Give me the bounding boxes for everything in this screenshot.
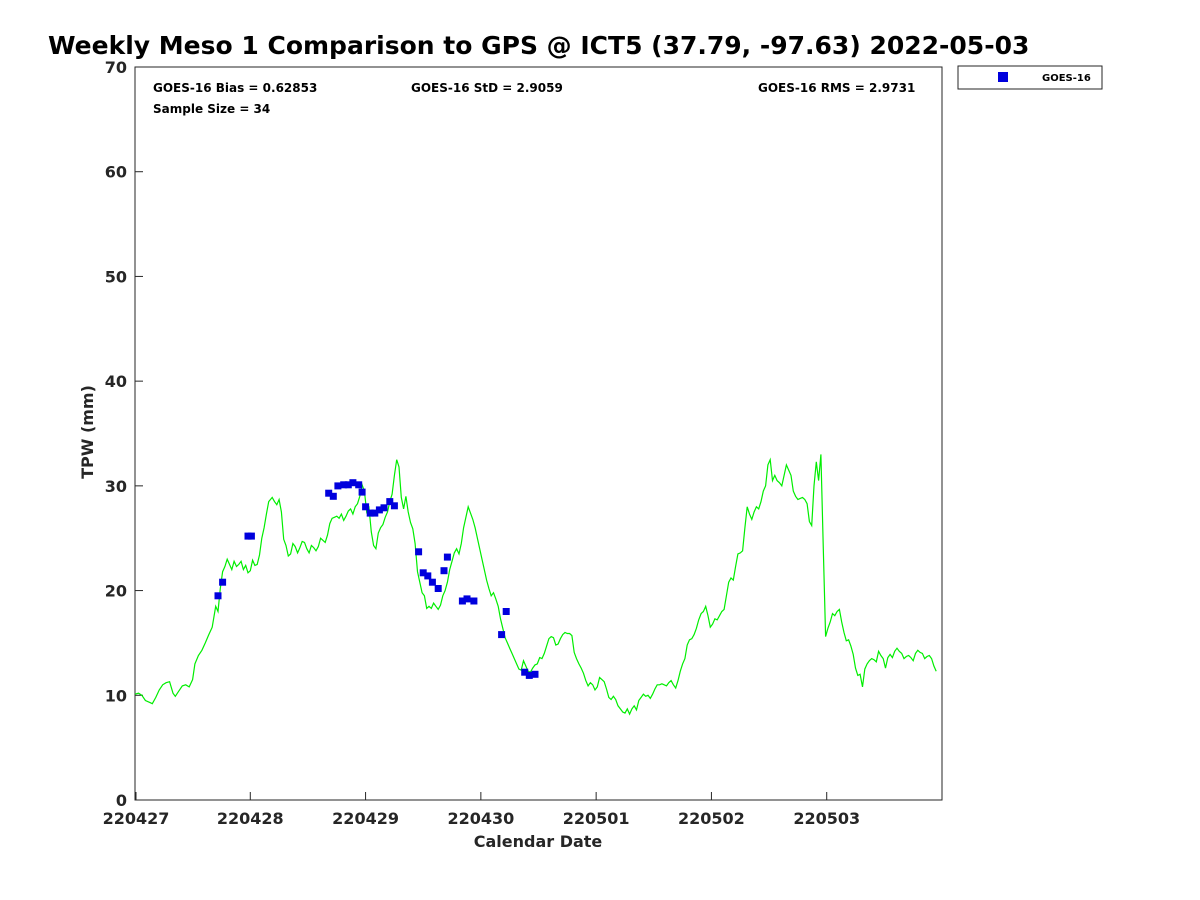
goes16-point bbox=[525, 671, 533, 679]
x-tick-label: 220428 bbox=[217, 809, 284, 828]
x-tick-label: 220427 bbox=[103, 809, 170, 828]
y-axis-label: TPW (mm) bbox=[78, 385, 97, 479]
goes16-point bbox=[498, 631, 506, 639]
goes16-point bbox=[214, 592, 222, 600]
goes16-point bbox=[443, 553, 451, 561]
x-tick-label: 220429 bbox=[332, 809, 399, 828]
goes16-point bbox=[502, 608, 510, 615]
y-tick-label: 50 bbox=[105, 267, 127, 286]
y-tick-label: 30 bbox=[105, 477, 127, 496]
goes16-point bbox=[247, 532, 255, 540]
x-tick-label: 220501 bbox=[563, 809, 630, 828]
goes16-point bbox=[358, 488, 366, 496]
bias-stat: GOES-16 Bias = 0.62853 bbox=[153, 81, 317, 95]
chart-title: Weekly Meso 1 Comparison to GPS @ ICT5 (… bbox=[48, 31, 1029, 60]
goes16-point bbox=[375, 506, 383, 514]
plot-area: 220427 220428 220429 220430 220501 220502 2205… bbox=[103, 58, 943, 828]
goes16-point bbox=[371, 509, 379, 517]
x-axis-label: Calendar Date bbox=[474, 832, 603, 851]
goes16-point bbox=[521, 668, 529, 676]
goes16-point bbox=[386, 498, 394, 506]
goes16-point bbox=[458, 597, 466, 605]
rms-stat: GOES-16 RMS = 2.9731 bbox=[758, 81, 915, 95]
x-tick-label: 220503 bbox=[793, 809, 860, 828]
y-tick-label: 20 bbox=[105, 582, 127, 601]
legend: GOES-16 bbox=[957, 65, 1103, 90]
goes16-point bbox=[219, 578, 227, 586]
legend-box bbox=[957, 65, 1103, 90]
goes16-point bbox=[325, 489, 333, 497]
goes16-point bbox=[463, 595, 471, 603]
goes16-point bbox=[470, 597, 478, 605]
goes16-point bbox=[390, 502, 398, 510]
goes16-scatter-series bbox=[214, 479, 539, 679]
y-tick-label: 0 bbox=[116, 791, 127, 810]
goes16-point bbox=[531, 670, 539, 678]
y-tick-label: 70 bbox=[105, 58, 127, 77]
std-stat: GOES-16 StD = 2.9059 bbox=[411, 81, 563, 95]
goes16-point bbox=[355, 481, 363, 489]
gps-tpw-line bbox=[134, 454, 937, 716]
gps-line-series bbox=[134, 454, 937, 716]
x-axis: 220427 220428 220429 220430 220501 220502 2205… bbox=[103, 792, 860, 828]
goes16-point bbox=[440, 567, 448, 575]
y-axis: 0 10 20 30 40 50 60 70 bbox=[105, 58, 143, 810]
goes16-point bbox=[424, 572, 432, 580]
y-tick-label: 60 bbox=[105, 163, 127, 182]
goes16-point bbox=[380, 504, 388, 512]
goes16-point bbox=[329, 492, 337, 500]
goes16-point bbox=[344, 481, 352, 489]
y-tick-label: 40 bbox=[105, 372, 127, 391]
goes16-point bbox=[366, 509, 374, 517]
legend-label-goes16: GOES-16 bbox=[1042, 73, 1091, 84]
goes16-point bbox=[428, 578, 436, 586]
legend-marker-goes16 bbox=[998, 72, 1008, 82]
goes16-point bbox=[334, 482, 342, 490]
goes16-point bbox=[349, 479, 357, 487]
x-tick-label: 220502 bbox=[678, 809, 745, 828]
goes16-point bbox=[419, 569, 427, 577]
x-tick-label: 220430 bbox=[447, 809, 514, 828]
axes-box bbox=[134, 66, 943, 801]
goes16-point bbox=[362, 503, 370, 511]
y-tick-label: 10 bbox=[105, 686, 127, 705]
goes16-point bbox=[340, 481, 348, 489]
sample-size-stat: Sample Size = 34 bbox=[153, 102, 270, 116]
goes16-point bbox=[415, 548, 423, 556]
goes16-point bbox=[434, 585, 442, 592]
